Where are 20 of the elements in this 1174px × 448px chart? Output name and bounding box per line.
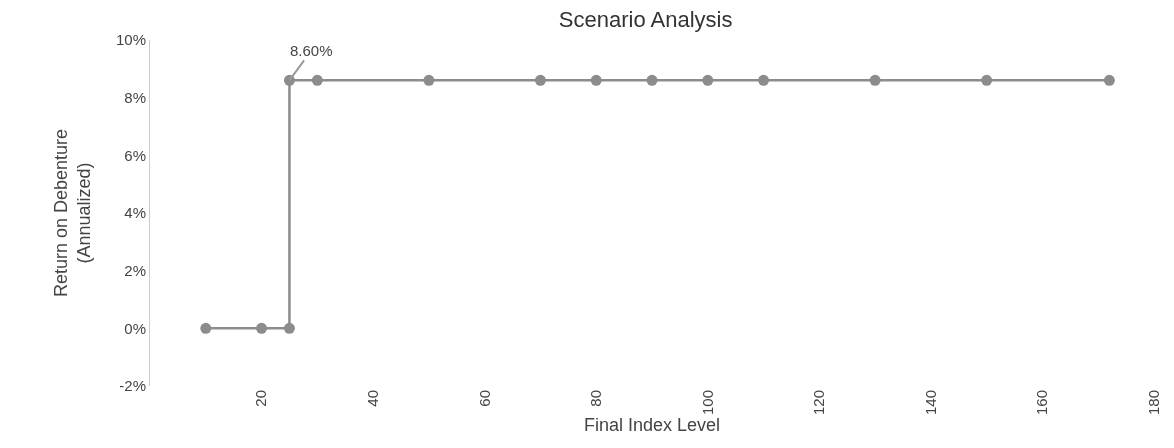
x-tick-label: 40 [363,390,381,407]
x-tick-label: 180 [1144,390,1162,416]
x-tick-label: 120 [810,390,828,416]
y-tick-label: 0% [124,319,146,337]
x-tick-label: 140 [921,390,939,416]
x-tick-label: 100 [698,390,716,416]
y-tick-label: 4% [124,204,146,222]
x-tick-label: 160 [1033,390,1051,416]
y-tick-label: 2% [124,261,146,279]
y-tick-label: 8% [124,88,146,106]
y-axis-title: Return on Debenture (Annualized) [50,128,95,298]
x-tick-label: 80 [587,390,605,407]
y-tick-label: -2% [119,377,146,395]
x-tick-label: 20 [252,390,270,407]
y-tick-label: 10% [115,31,146,49]
x-tick-label: 60 [475,390,493,407]
y-tick-label: 6% [124,146,146,164]
chart-title: Scenario Analysis [558,6,733,32]
annotation: 8.60% [290,42,333,59]
x-axis-title: Final Index Level [583,415,721,436]
